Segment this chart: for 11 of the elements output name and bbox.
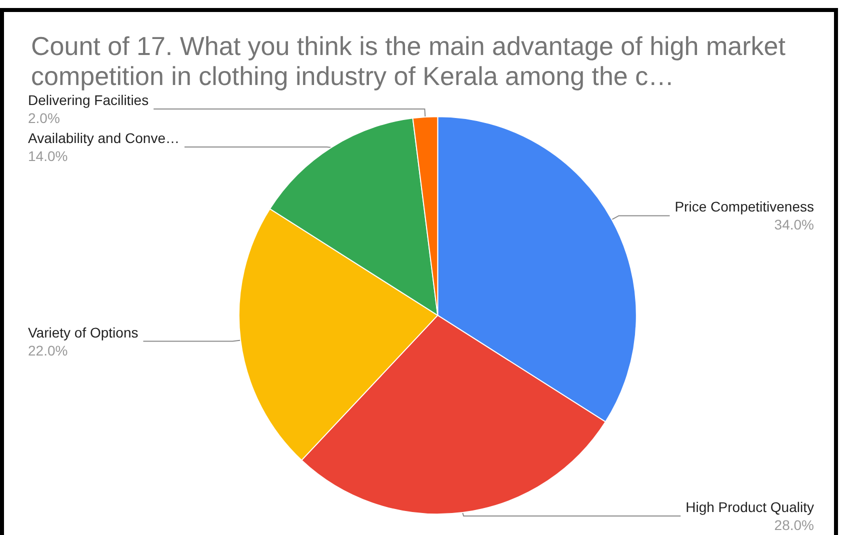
slice-label: High Product Quality [686, 499, 814, 515]
data-label: 14.0% [28, 148, 68, 164]
chart-title: Count of 17. What you think is the main advantage of high market competition in clothing industry of Kerala among the c… [31, 31, 793, 91]
slice-label: Price Competitiveness [674, 198, 814, 215]
slice-label: Delivering Facilities [28, 92, 149, 108]
data-label: 2.0% [28, 110, 60, 126]
slice-label: Variety of Options [28, 324, 138, 340]
slice-label: Availability and Conve… [28, 130, 180, 146]
data-label: 34.0% [774, 216, 814, 233]
data-label: 22.0% [28, 342, 68, 358]
data-label: 28.0% [774, 517, 814, 533]
